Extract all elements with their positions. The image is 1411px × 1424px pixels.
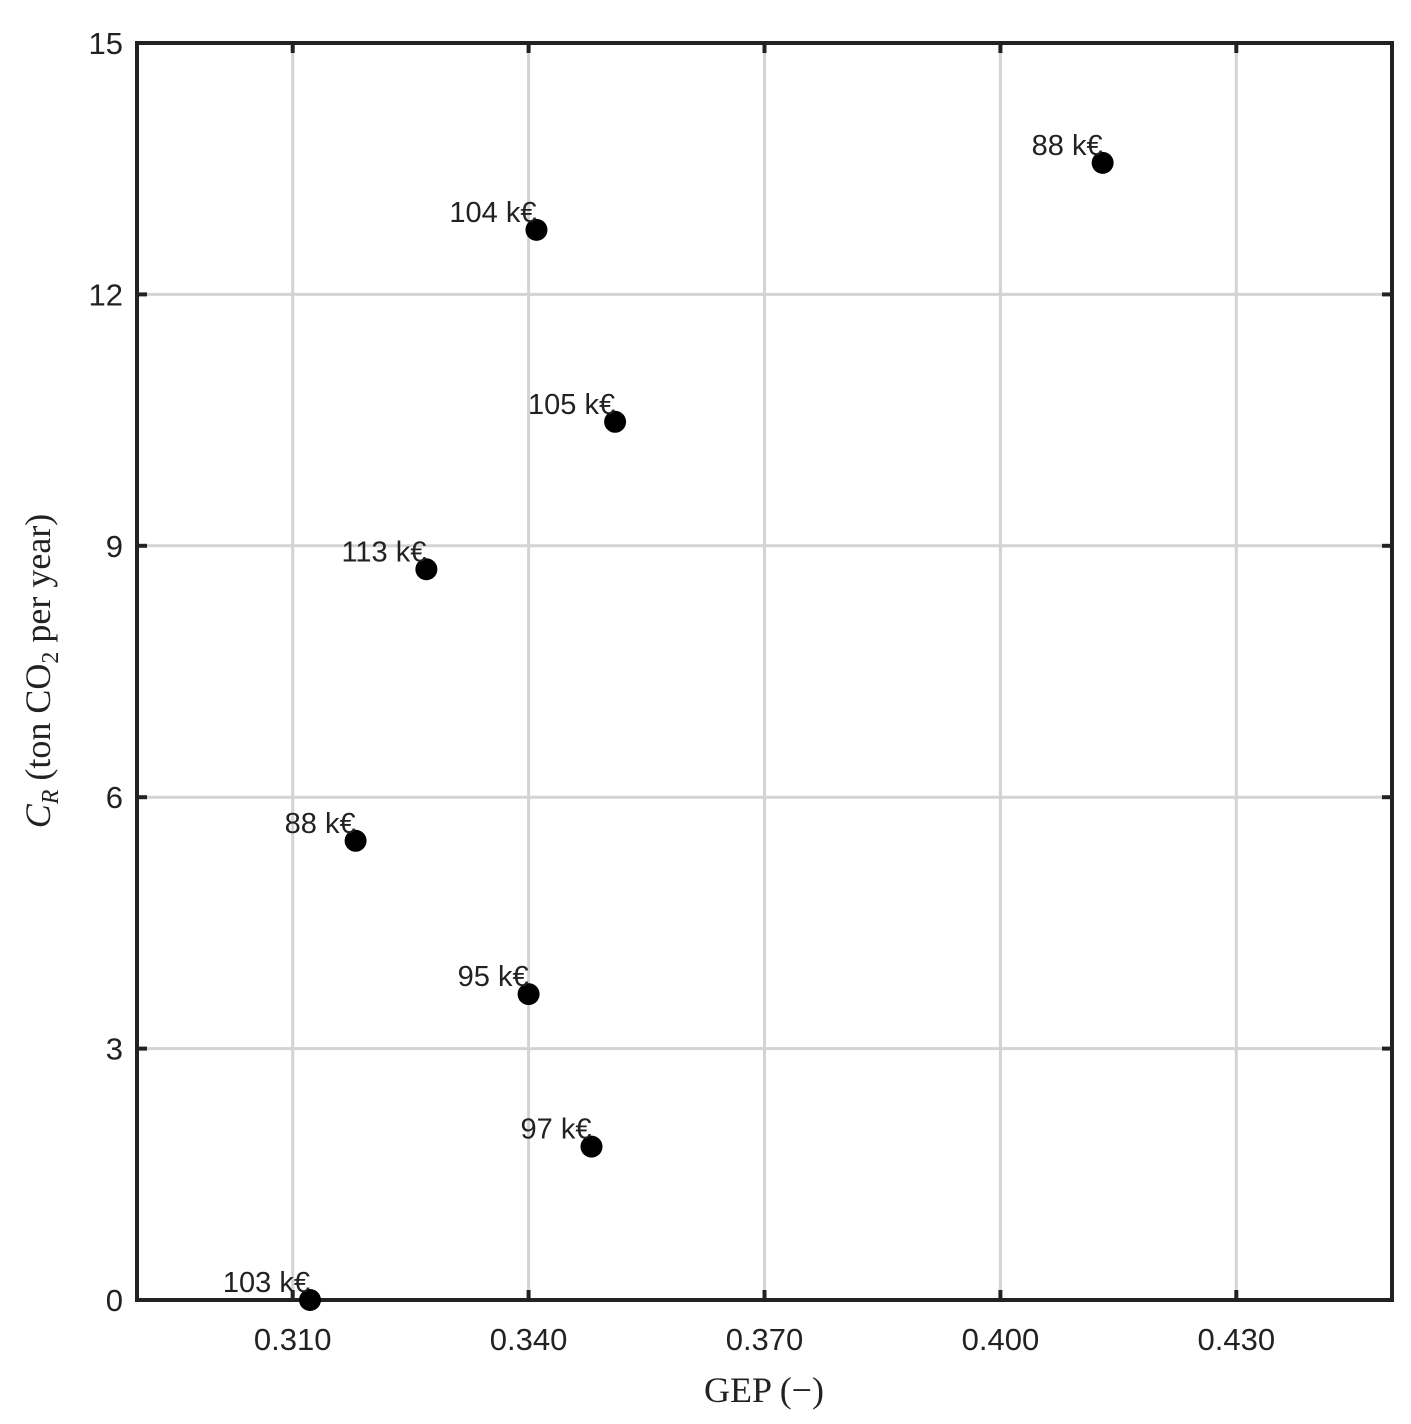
y-tick-label: 3	[106, 1032, 123, 1067]
y-label-sub: R	[38, 789, 64, 805]
y-label-part: per year)	[18, 514, 58, 652]
point	[517, 983, 540, 1006]
point-label: 105 k€	[528, 389, 615, 421]
point-label: 103 k€	[223, 1267, 310, 1299]
point	[580, 1135, 603, 1158]
y-tick-label: 9	[106, 529, 123, 564]
point-label: 104 k€	[449, 197, 536, 229]
point	[298, 1289, 321, 1311]
point	[415, 558, 438, 581]
point-label: 88 k€	[285, 808, 356, 840]
x-tick-label: 0.430	[1198, 1322, 1276, 1357]
point	[525, 218, 548, 241]
x-tick-label: 0.370	[726, 1322, 804, 1357]
point-label: 88 k€	[1032, 130, 1103, 162]
y-tick-label: 15	[89, 26, 123, 61]
x-axis-label: GEP (−)	[704, 1370, 824, 1410]
x-tick-label: 0.400	[962, 1322, 1040, 1357]
point-label: 97 k€	[521, 1114, 592, 1146]
y-axis-label: CR (ton CO2 per year)	[18, 514, 64, 829]
plot-frame	[135, 41, 1394, 1302]
point	[604, 410, 627, 433]
y-label-part: C	[18, 803, 58, 828]
y-tick-label: 12	[89, 277, 123, 312]
y-tick-label: 6	[106, 780, 123, 815]
y-tick-label: 0	[106, 1283, 123, 1318]
x-tick-label: 0.310	[254, 1322, 332, 1357]
point-label: 95 k€	[458, 961, 529, 993]
point	[1091, 151, 1114, 174]
x-tick-label: 0.340	[490, 1322, 568, 1357]
y-label-sub: 2	[38, 652, 64, 664]
y-label-part: (ton CO	[18, 664, 58, 790]
point-label: 113 k€	[341, 536, 426, 568]
point	[344, 829, 367, 852]
